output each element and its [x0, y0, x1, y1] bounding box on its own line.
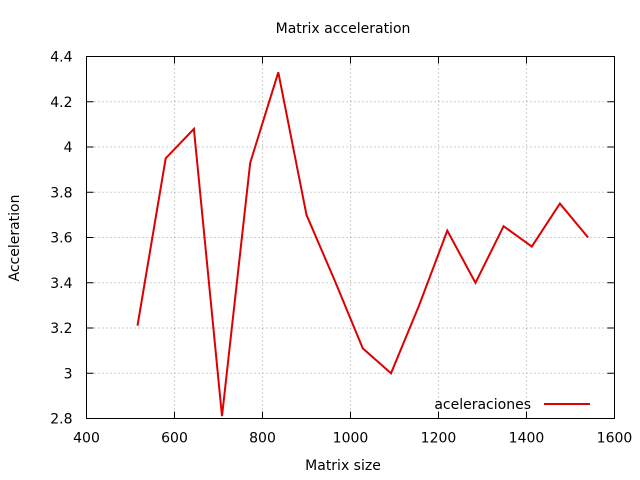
y-tick-label: 3	[64, 366, 73, 382]
x-tick-label: 400	[73, 431, 100, 447]
x-tick-label: 1600	[597, 431, 633, 447]
x-tick-label: 1400	[509, 431, 545, 447]
chart-title: Matrix acceleration	[276, 21, 411, 37]
grid	[86, 56, 615, 419]
axis-ticks	[86, 56, 615, 419]
y-tick-label: 4.2	[50, 95, 72, 111]
x-tick-label: 1000	[333, 431, 369, 447]
series-group	[136, 72, 589, 417]
y-axis-label: Acceleration	[7, 195, 23, 282]
x-axis-label: Matrix size	[305, 458, 381, 474]
x-tick-label: 800	[249, 431, 276, 447]
x-tick-label: 1200	[421, 431, 457, 447]
y-tick-label: 4.4	[50, 50, 72, 66]
y-tick-label: 3.2	[50, 321, 72, 337]
series-line-aceleraciones	[136, 72, 589, 417]
y-tick-label: 3.4	[50, 276, 72, 292]
x-tick-label: 600	[161, 431, 188, 447]
legend-label: aceleraciones	[434, 397, 531, 413]
y-tick-label: 3.6	[50, 231, 72, 247]
tick-labels: 400 600 800 1000 1200 1400 1600 2.8 3 3.2 3.4 3.6 3.…	[50, 50, 632, 447]
legend: aceleraciones	[434, 397, 590, 413]
y-tick-label: 2.8	[50, 412, 72, 428]
y-tick-label: 4	[64, 140, 73, 156]
y-tick-label: 3.8	[50, 185, 72, 201]
